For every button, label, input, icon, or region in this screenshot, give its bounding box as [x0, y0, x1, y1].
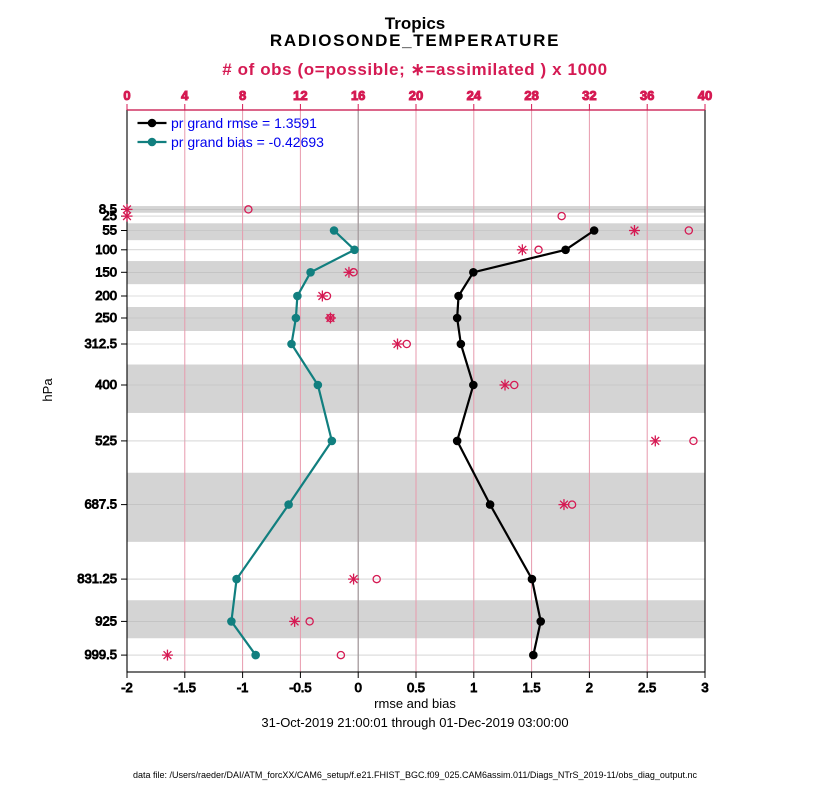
- svg-text:1.5: 1.5: [523, 680, 541, 695]
- svg-text:12: 12: [293, 88, 307, 103]
- svg-text:150: 150: [95, 264, 117, 279]
- svg-text:0.5: 0.5: [407, 680, 425, 695]
- svg-text:0: 0: [123, 88, 130, 103]
- svg-text:525: 525: [95, 433, 117, 448]
- svg-text:200: 200: [95, 288, 117, 303]
- svg-text:925: 925: [95, 613, 117, 628]
- svg-text:999.5: 999.5: [84, 647, 117, 662]
- svg-text:40: 40: [698, 88, 712, 103]
- svg-text:-0.5: -0.5: [289, 680, 311, 695]
- svg-text:55: 55: [103, 223, 117, 238]
- svg-text:1: 1: [470, 680, 477, 695]
- svg-text:36: 36: [640, 88, 654, 103]
- svg-text:-1: -1: [237, 680, 249, 695]
- svg-text:0: 0: [355, 680, 362, 695]
- svg-text:8: 8: [239, 88, 246, 103]
- svg-text:28: 28: [524, 88, 538, 103]
- svg-text:16: 16: [351, 88, 365, 103]
- svg-text:20: 20: [409, 88, 423, 103]
- svg-text:831.25: 831.25: [77, 571, 117, 586]
- svg-text:-2: -2: [121, 680, 133, 695]
- svg-text:400: 400: [95, 377, 117, 392]
- svg-text:4: 4: [181, 88, 189, 103]
- svg-text:24: 24: [467, 88, 482, 103]
- svg-text:-1.5: -1.5: [174, 680, 196, 695]
- svg-text:25: 25: [103, 208, 117, 223]
- svg-text:687.5: 687.5: [84, 497, 117, 512]
- svg-text:2.5: 2.5: [638, 680, 656, 695]
- svg-text:pr grand bias = -0.42693: pr grand bias = -0.42693: [171, 134, 324, 150]
- svg-text:2: 2: [586, 680, 593, 695]
- svg-text:312.5: 312.5: [84, 336, 117, 351]
- svg-text:250: 250: [95, 310, 117, 325]
- svg-text:pr grand rmse = 1.3591: pr grand rmse = 1.3591: [171, 115, 317, 131]
- svg-text:32: 32: [582, 88, 596, 103]
- svg-text:3: 3: [701, 680, 708, 695]
- svg-text:100: 100: [95, 242, 117, 257]
